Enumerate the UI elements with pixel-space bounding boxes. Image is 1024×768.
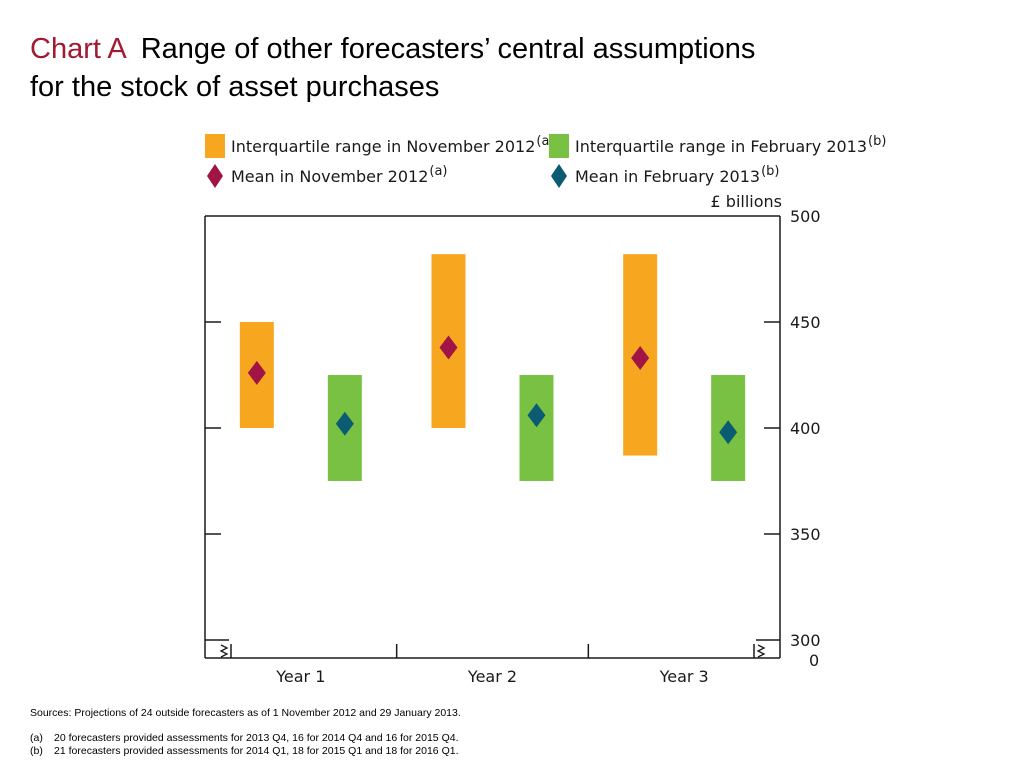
footnote-a: (a) 20 forecasters provided assessments … xyxy=(30,732,1010,745)
chart-bars xyxy=(239,254,746,481)
x-axis-category-label: Year 1 xyxy=(275,667,325,686)
range-chart: Interquartile range in November 2012 (a) I… xyxy=(204,134,886,686)
nov-mean-diamond xyxy=(247,360,266,385)
title-text-line-2: for the stock of asset purchases xyxy=(30,71,440,103)
footnote-b: (b) 21 forecasters provided assessments … xyxy=(30,745,1010,758)
chart-legend: Interquartile range in November 2012 (a) I… xyxy=(205,134,886,188)
y-axis-tick-label: 300 xyxy=(790,631,821,650)
chart-means xyxy=(247,335,738,445)
legend-feb_mean-note: (b) xyxy=(761,164,779,179)
y-axis-tick-label: 500 xyxy=(790,207,821,226)
sources-note: Sources: Projections of 24 outside forec… xyxy=(30,707,461,719)
footnote-b-mark: (b) xyxy=(30,745,43,757)
legend-nov_mean-swatch xyxy=(207,164,223,188)
legend-feb_range-label: Interquartile range in February 2013 xyxy=(575,137,867,156)
title-line-1: Chart A Range of other forecasters’ centr… xyxy=(30,30,1010,68)
nov-mean-diamond xyxy=(439,335,458,360)
feb-mean-diamond xyxy=(527,403,546,428)
chart-number-label: Chart A xyxy=(30,33,127,65)
y-axis-tick-label: 350 xyxy=(790,525,821,544)
legend-nov_mean-note: (a) xyxy=(429,164,447,179)
nov-mean-diamond xyxy=(631,346,650,371)
legend-feb_range-note: (b) xyxy=(868,134,886,149)
axis-break-left-zigzag xyxy=(219,644,229,658)
y-axis-units-label: £ billions xyxy=(711,192,782,211)
footnote-b-text: 21 forecasters provided assessments for … xyxy=(54,745,459,757)
y-axis-break-label: 0 xyxy=(809,651,819,670)
chart-footnotes: Sources: Projections of 24 outside forec… xyxy=(30,707,1010,758)
legend-feb_mean-swatch xyxy=(551,164,567,188)
legend-feb_mean-label: Mean in February 2013 xyxy=(575,167,760,186)
footnote-a-text: 20 forecasters provided assessments for … xyxy=(54,732,459,744)
feb-mean-diamond xyxy=(335,411,354,436)
legend-feb_range-swatch xyxy=(549,134,569,158)
feb-range-bar xyxy=(519,375,554,481)
feb-mean-diamond xyxy=(719,420,738,445)
x-axis-category-label: Year 2 xyxy=(467,667,517,686)
legend-nov_range-label: Interquartile range in November 2012 xyxy=(231,137,535,156)
legend-nov_range-swatch xyxy=(205,134,225,158)
y-axis-tick-label: 400 xyxy=(790,419,821,438)
legend-nov_mean-label: Mean in November 2012 xyxy=(231,167,428,186)
y-axis-tick-label: 450 xyxy=(790,313,821,332)
chart-title: Chart A Range of other forecasters’ centr… xyxy=(30,30,1010,106)
x-axis-category-label: Year 3 xyxy=(659,667,709,686)
axis-break-right-zigzag xyxy=(756,644,766,658)
title-text-line-1: Range of other forecasters’ central assu… xyxy=(140,33,756,65)
footnote-a-mark: (a) xyxy=(30,732,43,744)
